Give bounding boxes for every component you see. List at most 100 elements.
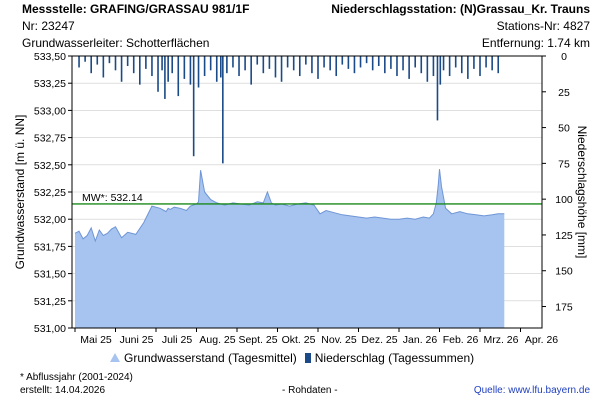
precip-bar: [90, 56, 92, 74]
precip-bar: [497, 56, 500, 74]
precip-bar: [408, 56, 410, 79]
precip-bar: [359, 56, 362, 68]
created-date: erstellt: 14.04.2026: [20, 385, 106, 396]
precip-bar: [203, 56, 206, 77]
precip-station-distance: Entfernung: 1.74 km: [481, 36, 590, 50]
x-tick-label: Okt. 25: [282, 334, 316, 346]
y2-tick-label: 150: [555, 266, 573, 278]
y-tick-label: 533,00: [34, 105, 66, 117]
precip-bar: [145, 56, 147, 69]
precip-bar: [402, 56, 404, 71]
precip-bar: [365, 56, 368, 64]
precip-bar: [177, 56, 180, 97]
precip-bar: [454, 56, 457, 68]
precip-bar: [262, 56, 265, 74]
y-tick-label: 531,50: [34, 269, 66, 281]
precip-bar: [292, 56, 295, 71]
precip-bar: [311, 56, 313, 74]
precip-bar: [238, 56, 240, 77]
precip-bar: [84, 56, 86, 62]
station-number: Nr: 23247: [22, 19, 75, 33]
precip-bar: [215, 56, 218, 82]
y2-tick-label: 100: [555, 194, 573, 206]
precip-bar: [329, 56, 331, 71]
y-tick-label: 531,75: [34, 241, 66, 253]
source-link[interactable]: Quelle: www.lfu.bayern.de: [473, 385, 590, 396]
precip-bar: [161, 56, 163, 71]
raw-data-note: - Rohdaten -: [282, 385, 338, 396]
x-tick-label: Feb. 26: [443, 334, 479, 346]
precip-bar: [335, 56, 338, 77]
aquifer-label: Grundwasserleiter: Schotterflächen: [22, 36, 210, 50]
y-tick-label: 532,50: [34, 160, 66, 172]
precipitation-series: [78, 56, 500, 164]
y2-tick-label: 125: [555, 230, 573, 242]
precip-bar: [353, 56, 356, 74]
precip-bar: [420, 56, 423, 74]
y2-tick-label: 25: [558, 87, 570, 99]
precip-bar: [436, 56, 439, 121]
precip-station-title: Niederschlagsstation: (N)Grassau_Kr. Tra…: [331, 2, 590, 16]
x-tick-label: Jan. 26: [403, 334, 438, 346]
groundwater-series: [74, 169, 505, 328]
precip-bar: [139, 56, 141, 85]
precip-bar: [167, 56, 169, 82]
precip-bar: [286, 56, 289, 68]
precip-bar: [114, 56, 117, 71]
precip-bar: [317, 56, 319, 79]
precip-bar: [323, 56, 325, 68]
legend-precip-label: Niederschlag (Tagessummen): [314, 350, 475, 365]
precip-bar: [151, 56, 153, 77]
x-axis: Mai 25 Juni 25 Juli 25 Aug. 25 Sept. 25 Okt. …: [74, 328, 558, 346]
precip-bar: [347, 56, 350, 69]
legend-groundwater-label: Grundwasserstand (Tagesmittel): [124, 350, 297, 365]
x-tick-label: Mai 25: [80, 334, 112, 346]
precip-bar: [171, 56, 173, 74]
legend: Grundwasserstand (Tagesmittel) Niederschl…: [110, 350, 474, 365]
precip-bar: [439, 56, 442, 85]
precip-bar: [298, 56, 301, 77]
y-tick-label: 532,75: [34, 133, 66, 145]
precip-bar: [157, 56, 159, 92]
precip-bar: [485, 56, 487, 68]
precip-bar: [250, 56, 252, 85]
precip-bar: [274, 56, 277, 78]
x-tick-label: Dez. 25: [361, 334, 397, 346]
precip-bar: [126, 56, 129, 67]
x-tick-label: Nov. 25: [321, 334, 357, 346]
precip-bar: [442, 56, 445, 71]
precip-bar: [426, 56, 429, 82]
precip-bar: [220, 56, 222, 78]
precip-bar: [384, 56, 386, 74]
y2-tick-label: 0: [561, 51, 567, 63]
x-tick-label: Juli 25: [162, 334, 193, 346]
y-axis-left: 531,00 531,25 531,50 531,75 532,00 532,25 532,…: [34, 51, 72, 335]
x-tick-label: Aug. 25: [199, 334, 235, 346]
precip-bar: [132, 56, 135, 74]
y2-tick-label: 175: [555, 302, 573, 314]
precip-bar: [256, 56, 259, 65]
legend-groundwater-swatch: [110, 353, 120, 363]
precip-bar: [244, 56, 246, 71]
y-tick-label: 531,25: [34, 296, 66, 308]
y-tick-label: 532,25: [34, 187, 66, 199]
precip-bar: [226, 56, 228, 74]
precip-bar: [183, 56, 186, 79]
precip-bar: [467, 56, 469, 79]
x-tick-label: Sept. 25: [238, 334, 277, 346]
precip-bar: [305, 56, 307, 65]
station-title: Messstelle: GRAFING/GRASSAU 981/1F: [22, 2, 250, 16]
precip-bar: [209, 56, 212, 71]
precip-bar: [197, 56, 200, 88]
precip-bar: [108, 56, 111, 64]
footnote: * Abflussjahr (2001-2024): [20, 372, 133, 383]
precip-bar: [377, 56, 380, 67]
groundwater-area: [75, 169, 505, 328]
y-tick-label: 532,00: [34, 214, 66, 226]
legend-precip-swatch: [304, 352, 311, 363]
precip-bar: [280, 56, 283, 82]
precip-bar: [448, 56, 451, 77]
precip-bar: [371, 56, 374, 71]
y2-axis-label: Niederschlagshöhe [mm]: [575, 126, 589, 259]
